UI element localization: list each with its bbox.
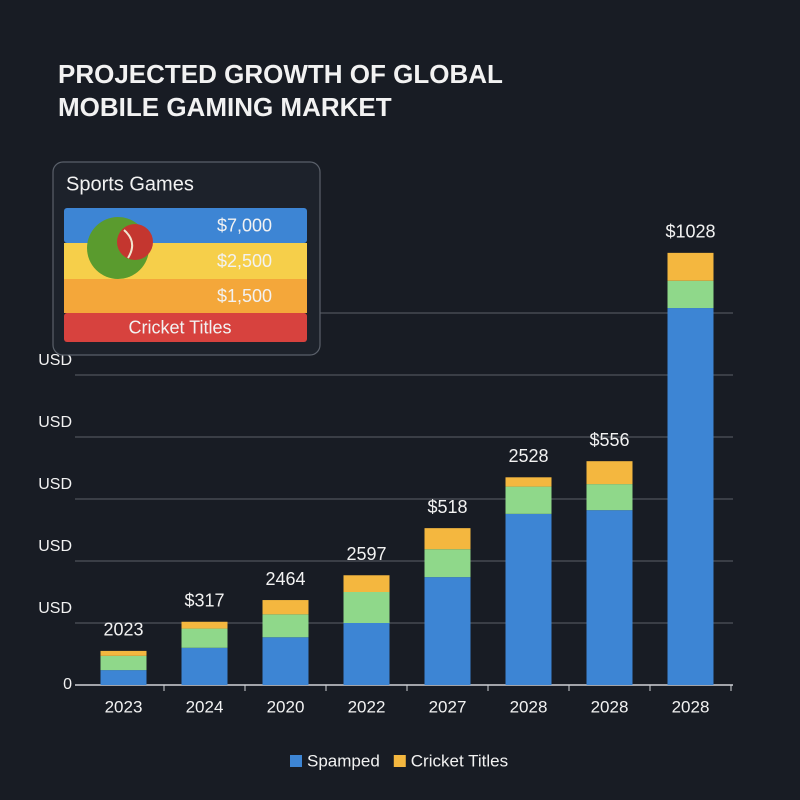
x-tick-label: 2028: [510, 697, 548, 716]
inset-label: $7,000: [217, 215, 272, 235]
inset-label: $1,500: [217, 286, 272, 306]
x-tick-label: 2024: [186, 697, 224, 716]
bar-segment: [262, 600, 309, 615]
legend: Spamped Cricket Titles: [290, 751, 508, 770]
x-tick-label: 2022: [348, 697, 386, 716]
bar-segment: [586, 510, 633, 685]
legend-swatch: [393, 755, 406, 767]
bar-segment: [343, 592, 390, 623]
legend-label: Cricket Titles: [411, 751, 508, 770]
legend-swatch: [290, 755, 302, 767]
bar-segment: [343, 575, 390, 592]
inset-label: $2,500: [217, 251, 272, 271]
chart-title: MOBILE GAMING MARKET: [58, 92, 392, 122]
x-tick-label: 2027: [429, 697, 467, 716]
ball-seam: [123, 229, 134, 259]
bar-segment: [424, 577, 471, 685]
x-tick-label: 2028: [672, 697, 710, 716]
bar-segment: [505, 477, 552, 487]
y-tick-label: USD: [38, 600, 72, 617]
bar-segment: [505, 486, 552, 514]
bar-segment: [262, 637, 309, 685]
bar-segment: [181, 647, 228, 685]
total-label: $556: [589, 430, 629, 450]
bars: 2023 2023 $317 2024 2464 2020 2597 2022 $518 2027…: [100, 222, 716, 716]
bar-segment: [586, 484, 633, 511]
total-label: $1028: [665, 222, 715, 242]
total-label: 2528: [508, 446, 548, 466]
bar-segment: [262, 614, 309, 638]
total-label: $317: [184, 591, 224, 611]
bar-segment: [424, 549, 471, 578]
y-tick-label: USD: [38, 414, 72, 431]
chart-title: PROJECTED GROWTH OF GLOBAL: [58, 59, 503, 89]
y-tick-label: 0: [63, 676, 72, 693]
total-label: 2464: [265, 569, 305, 589]
y-tick-label: USD: [38, 352, 72, 369]
total-label: 2597: [346, 544, 386, 564]
y-tick-label: USD: [38, 476, 72, 493]
x-tick-label: 2028: [591, 697, 629, 716]
bar-segment: [181, 628, 228, 648]
x-tick-label: 2023: [105, 697, 143, 716]
inset-panel: Sports Games $7,000 $2,500 $1,500 Cricket T…: [52, 161, 321, 356]
bar-segment: [100, 670, 147, 685]
legend-label: Spamped: [307, 751, 380, 770]
y-tick-label: USD: [38, 538, 72, 555]
inset-stripe: [64, 313, 307, 342]
inset-label: Cricket Titles: [128, 317, 231, 337]
inset-title: Sports Games: [66, 173, 194, 195]
total-label: 2023: [103, 620, 143, 640]
bar-segment: [667, 308, 714, 685]
inset-stripe: [64, 279, 307, 313]
bar-segment: [424, 528, 471, 550]
bar-segment: [343, 623, 390, 685]
x-tick-label: 2020: [267, 697, 305, 716]
bar-segment: [586, 461, 633, 485]
bar-segment: [100, 650, 147, 656]
bar-segment: [505, 513, 552, 685]
bar-segment: [100, 655, 147, 671]
total-label: $518: [427, 497, 467, 517]
ball-icon: [117, 224, 153, 260]
bar-segment: [667, 280, 714, 309]
bar-segment: [181, 621, 228, 629]
bar-segment: [667, 252, 714, 281]
